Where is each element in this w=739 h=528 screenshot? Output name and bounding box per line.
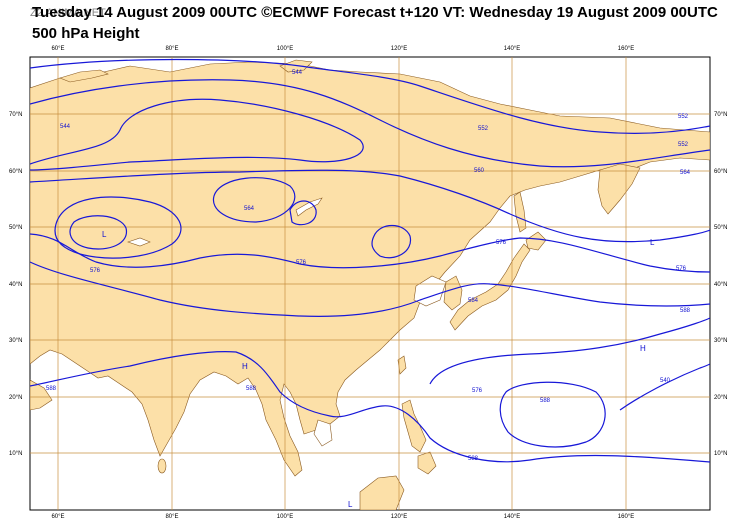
lon-label: 100°E [277, 514, 293, 520]
contour-label: 576 [90, 268, 101, 274]
lon-label: 120°E [391, 514, 407, 520]
lat-label: 10°N [9, 451, 22, 457]
high-center: H [640, 344, 646, 353]
contour-564-loop [212, 177, 296, 223]
lon-label: 140°E [504, 514, 520, 520]
land-arctic-island [59, 69, 109, 83]
watermark: Z2.ANIMA.NET [30, 7, 106, 19]
contour-label: 552 [678, 142, 689, 148]
graticule [30, 57, 710, 510]
yellow-sea [413, 275, 447, 307]
contour-label: 588 [540, 398, 551, 404]
contour-label: 576 [296, 260, 307, 266]
lon-label: 120°E [391, 46, 407, 52]
contour-564 [30, 169, 710, 243]
lon-label: 100°E [277, 46, 293, 52]
lon-label: 160°E [618, 46, 634, 52]
lat-label: 50°N [9, 225, 22, 231]
contour-552 [30, 79, 710, 168]
land-arabia [30, 379, 53, 411]
pressure-centers: L L H H L [102, 230, 655, 509]
lon-label: 140°E [504, 46, 520, 52]
contour-label: 576 [472, 388, 483, 394]
lon-label: 80°E [165, 46, 178, 52]
map-title: Tuesday 14 August 2009 00UTC ©ECMWF Fore… [32, 4, 718, 21]
lat-label: 30°N [714, 338, 727, 344]
contour-labels: 544 544 552 560 564 576 576 576 576 584 … [46, 70, 691, 462]
contour-label: 564 [680, 170, 691, 176]
land-korea [443, 275, 463, 311]
gulf-thailand [313, 419, 333, 447]
land-japan [449, 243, 531, 331]
contour-588-east [429, 317, 710, 385]
contour-576-left [30, 233, 710, 273]
contour-label: 584 [468, 298, 479, 304]
lon-label: 60°E [51, 514, 64, 520]
contour-label: 576 [676, 266, 687, 272]
lat-label: 40°N [714, 282, 727, 288]
longitude-labels: 60°E 80°E 100°E 120°E 140°E 160°E 60°E 8… [51, 46, 634, 520]
land-borneo [359, 475, 405, 510]
lat-label: 20°N [9, 395, 22, 401]
contour-label: 576 [496, 240, 507, 246]
contour-label: 588 [246, 386, 257, 392]
contour-584 [30, 261, 710, 317]
height-contours [30, 58, 710, 463]
contour-L-loop [69, 215, 127, 250]
contour-label: 588 [46, 386, 57, 392]
low-center: L [348, 500, 353, 509]
low-center: L [102, 230, 107, 239]
lat-label: 60°N [714, 169, 727, 175]
map-subtitle: 500 hPa Height [32, 25, 140, 42]
lat-label: 70°N [9, 112, 22, 118]
contour-label: 564 [244, 206, 255, 212]
lat-label: 10°N [714, 451, 727, 457]
lon-label: 60°E [51, 46, 64, 52]
contour-L-outer [54, 196, 182, 259]
contour-label: 544 [292, 70, 303, 76]
contour-label: 560 [474, 168, 485, 174]
low-center: L [650, 238, 655, 247]
lat-label: 50°N [714, 225, 727, 231]
contour-588-loop [499, 381, 606, 448]
contour-544 [30, 58, 710, 134]
land-hokkaido [525, 231, 547, 251]
contour-label: 544 [60, 124, 71, 130]
land-philippines [401, 399, 427, 453]
contour-588-east2 [619, 363, 710, 411]
latitude-labels: 70°N 60°N 50°N 40°N 30°N 20°N 10°N 70°N … [9, 112, 727, 457]
contour-560-ring [30, 98, 364, 171]
contour-label: 552 [478, 126, 489, 132]
land-kamchatka [597, 163, 641, 215]
lat-label: 40°N [9, 282, 22, 288]
lake-balkhash [127, 237, 151, 247]
contour-576-loop [371, 224, 412, 259]
contour-label: 588 [680, 308, 691, 314]
contour-label: 552 [678, 114, 689, 120]
contour-label: 540 [660, 378, 671, 384]
high-center: H [242, 362, 248, 371]
lon-label: 80°E [165, 514, 178, 520]
contour-small-loop [289, 200, 317, 226]
lat-label: 30°N [9, 338, 22, 344]
lat-label: 60°N [9, 169, 22, 175]
contour-label: 588 [468, 456, 479, 462]
lon-label: 160°E [618, 514, 634, 520]
lat-label: 20°N [714, 395, 727, 401]
lat-label: 70°N [714, 112, 727, 118]
land-sri-lanka [157, 458, 167, 474]
contour-588-south [30, 351, 710, 463]
